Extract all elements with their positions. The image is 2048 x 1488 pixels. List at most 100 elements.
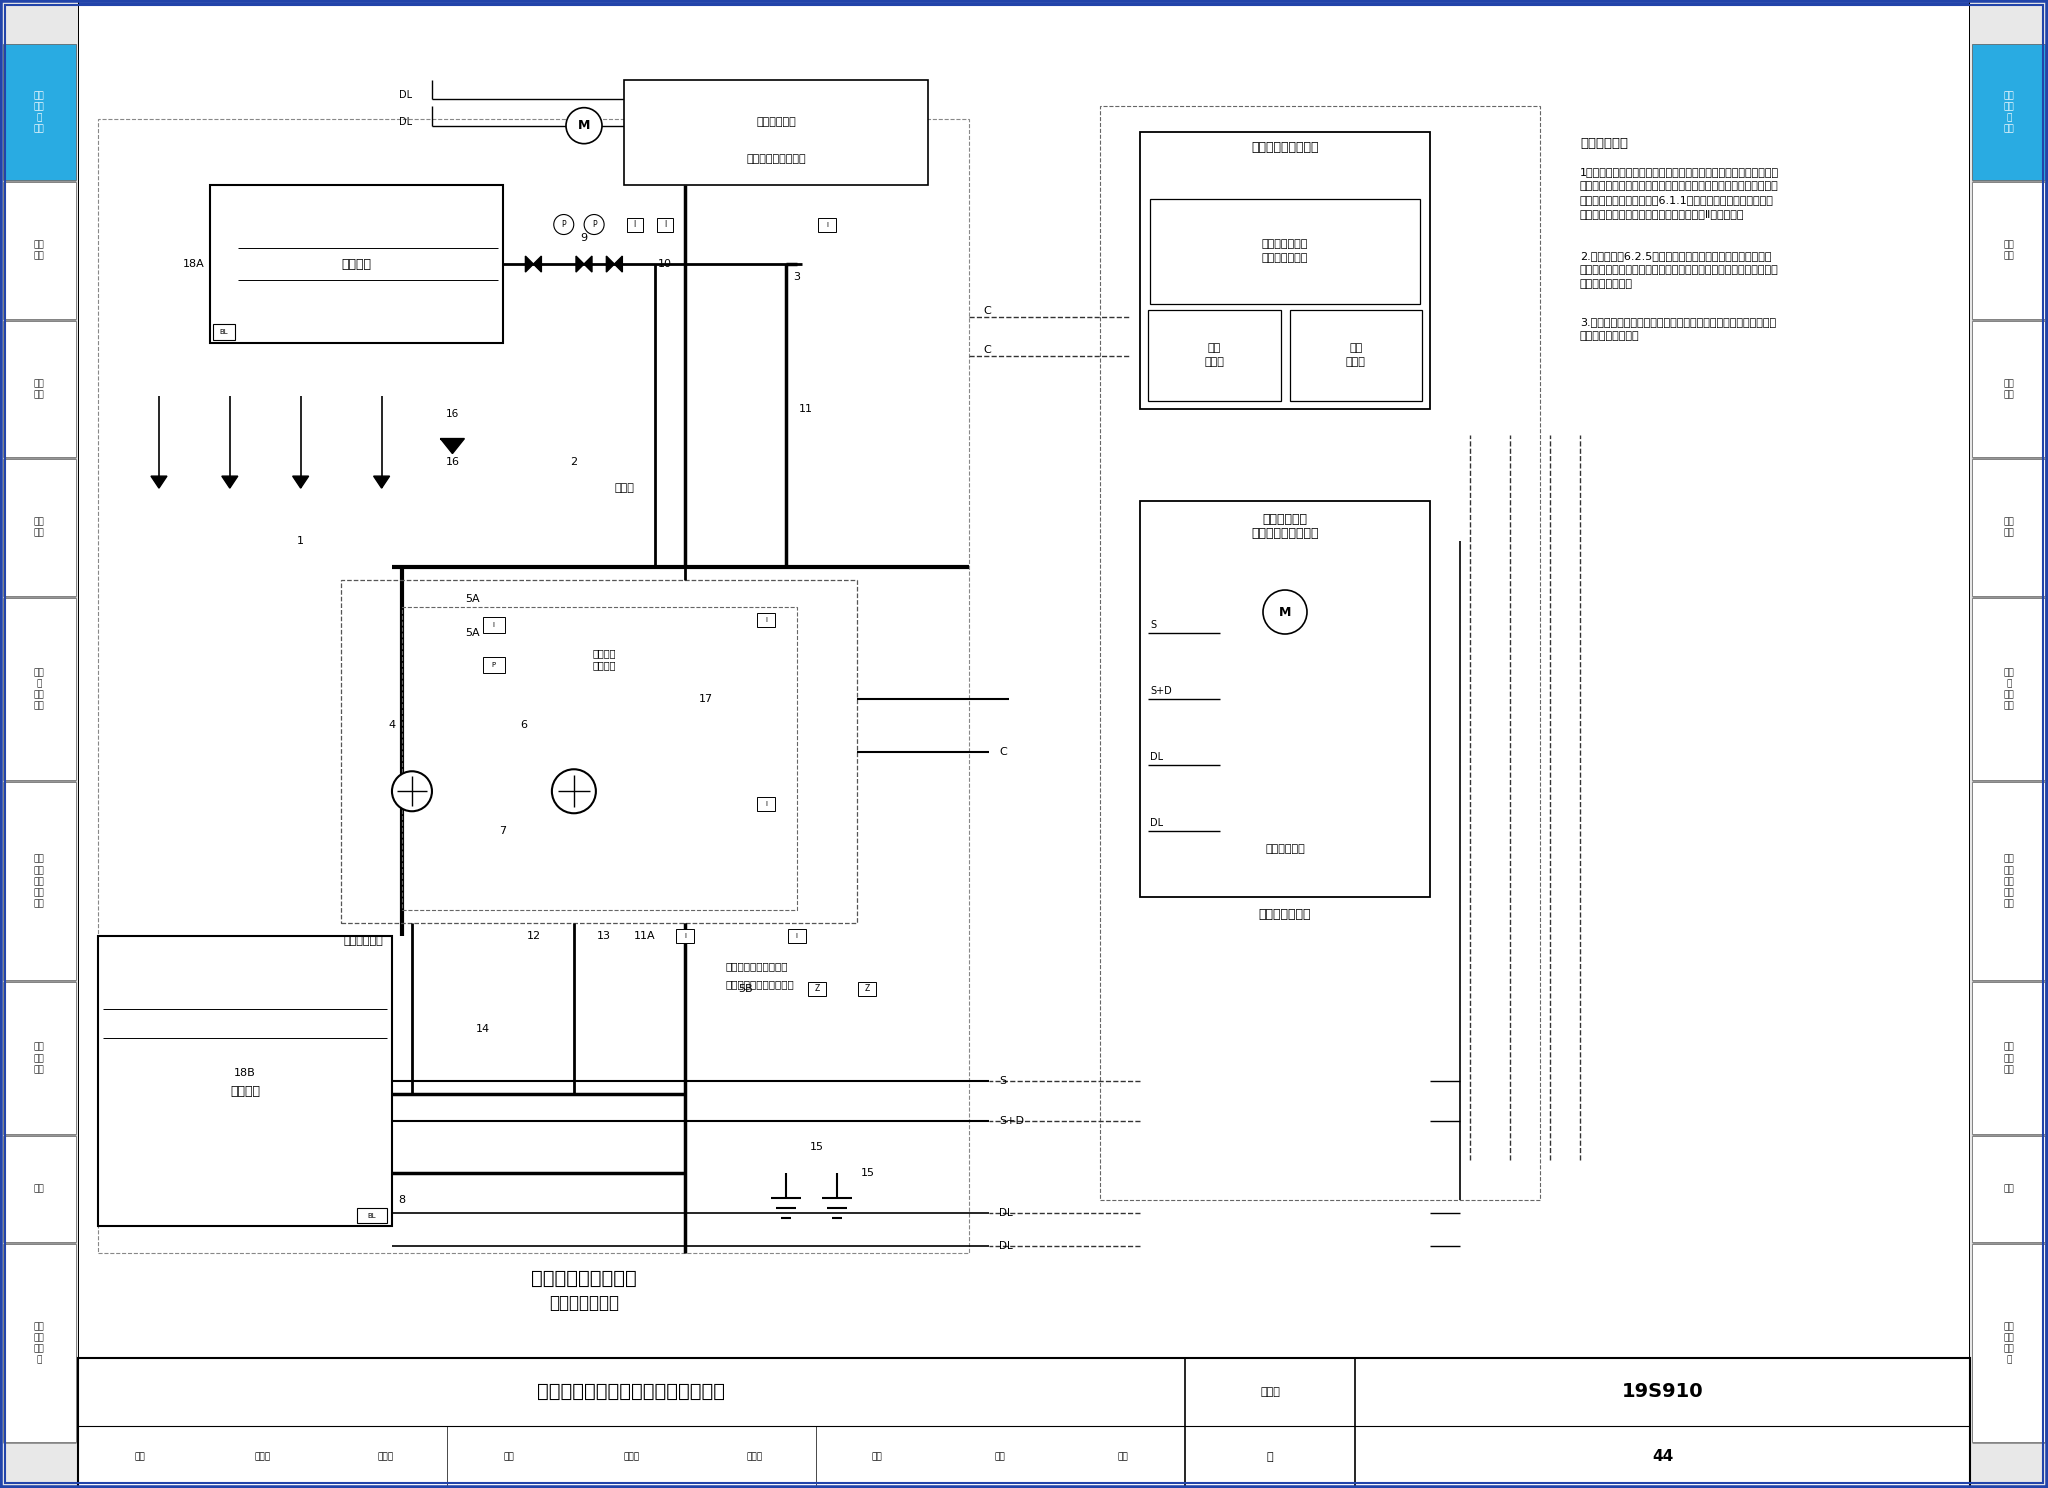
- Text: 【设计提示】: 【设计提示】: [1579, 137, 1628, 150]
- Text: 10: 10: [657, 259, 672, 269]
- Text: 系统
组件: 系统 组件: [2003, 379, 2015, 399]
- Bar: [1972, 1244, 2046, 1442]
- Text: 1．雨淋系统（传动管启动），适用于火灾的水平蔓延速度快、闭式
洒水喷头的开放不能及时使喷水有效覆盖着火区域的场所；设置场所
的净空高度超过《喷规》第6.1.1条: 1．雨淋系统（传动管启动），适用于火灾的水平蔓延速度快、闭式 洒水喷头的开放不能…: [1579, 167, 1780, 219]
- Text: 系统
类型
及
控制: 系统 类型 及 控制: [33, 91, 45, 134]
- Text: 消防水箱: 消防水箱: [342, 257, 371, 271]
- Bar: [1972, 321, 2046, 457]
- Bar: [1972, 183, 2046, 318]
- Text: 9: 9: [580, 232, 588, 243]
- Text: 仙上东: 仙上东: [745, 1452, 762, 1461]
- Text: 校对: 校对: [504, 1452, 514, 1461]
- Text: 喷头
布置: 喷头 布置: [2003, 518, 2015, 537]
- Text: 雨淋报警阀组: 雨淋报警阀组: [344, 936, 383, 946]
- Text: 雨淋系统组件示意图（传动管启动）: 雨淋系统组件示意图（传动管启动）: [537, 1382, 725, 1402]
- Text: BL: BL: [367, 1213, 377, 1219]
- Bar: [657, 217, 674, 232]
- Circle shape: [565, 107, 602, 144]
- Text: 消防泵房内设置: 消防泵房内设置: [1260, 908, 1311, 921]
- Text: 相关
技术
资料
页: 相关 技术 资料 页: [2003, 1321, 2015, 1364]
- Bar: [1290, 310, 1421, 402]
- Text: 17: 17: [698, 693, 713, 704]
- Text: 马旭升: 马旭升: [254, 1452, 270, 1461]
- Text: 机械应急启动: 机械应急启动: [1266, 844, 1305, 854]
- Text: DL: DL: [1151, 818, 1163, 827]
- Polygon shape: [152, 476, 168, 488]
- Text: I: I: [664, 220, 666, 229]
- Circle shape: [584, 214, 604, 235]
- Text: 5A: 5A: [465, 628, 479, 638]
- Polygon shape: [373, 476, 389, 488]
- Text: 传动管: 传动管: [614, 484, 635, 493]
- Text: Z: Z: [815, 985, 819, 994]
- Text: 附录: 附录: [2003, 1184, 2015, 1193]
- Text: 2: 2: [569, 457, 578, 467]
- Text: S+D: S+D: [999, 1116, 1024, 1126]
- Text: （含就地强制启动）: （含就地强制启动）: [1251, 527, 1319, 540]
- Bar: [2, 982, 76, 1134]
- Text: 1: 1: [297, 536, 305, 546]
- Text: M: M: [578, 119, 590, 132]
- Bar: [98, 119, 969, 1253]
- Text: （传动管启动）: （传动管启动）: [549, 1295, 618, 1312]
- Text: S: S: [1151, 620, 1157, 629]
- Text: 3.本图集仅绘制了雨淋临时高压有稳压泵情况的图纸，其他情况参
考本图集湿式系统。: 3.本图集仅绘制了雨淋临时高压有稳压泵情况的图纸，其他情况参 考本图集湿式系统。: [1579, 317, 1776, 341]
- Text: 7: 7: [500, 826, 506, 836]
- Text: S: S: [999, 1076, 1006, 1086]
- Text: 系统
类型
及
控制: 系统 类型 及 控制: [2003, 91, 2015, 134]
- Text: DL: DL: [1151, 751, 1163, 762]
- Text: 供水
系统: 供水 系统: [33, 241, 45, 260]
- Text: DL: DL: [399, 116, 412, 126]
- Bar: [2, 183, 76, 318]
- Bar: [758, 613, 774, 626]
- Text: 管道
及
水力
计算: 管道 及 水力 计算: [2003, 668, 2015, 710]
- Text: 14: 14: [475, 1024, 489, 1034]
- Text: 15: 15: [809, 1143, 823, 1152]
- Text: 13: 13: [598, 931, 610, 942]
- Text: DL: DL: [399, 91, 412, 100]
- Text: 管道
及
水力
计算: 管道 及 水力 计算: [33, 668, 45, 710]
- Text: 2.《喷规》第6.2.5条。雨淋报警阀组的电磁阀，其入口应设
过滤器。并联设置雨淋报警阀组的雨淋系统，其雨淋报警阀控制腔的
入口应设止回阀。: 2.《喷规》第6.2.5条。雨淋报警阀组的电磁阀，其入口应设 过滤器。并联设置雨…: [1579, 251, 1780, 289]
- Text: 页: 页: [1266, 1452, 1274, 1461]
- Text: 带锁闭装置控制阀，常开: 带锁闭装置控制阀，常开: [725, 979, 795, 990]
- Text: 系统
组件: 系统 组件: [33, 379, 45, 399]
- Text: C: C: [983, 345, 991, 356]
- Bar: [2, 460, 76, 595]
- Text: 44: 44: [1653, 1449, 1673, 1464]
- Text: 消防泵控制柜: 消防泵控制柜: [1262, 513, 1307, 525]
- Text: 联动
控制器: 联动 控制器: [1346, 344, 1366, 368]
- Text: I: I: [633, 220, 635, 229]
- Bar: [817, 217, 836, 232]
- Polygon shape: [526, 256, 541, 272]
- Bar: [1972, 460, 2046, 595]
- Text: 稳压泵控制箱: 稳压泵控制箱: [756, 116, 797, 126]
- Text: 16: 16: [446, 409, 459, 420]
- Bar: [0, 0, 78, 1488]
- Bar: [209, 185, 504, 344]
- Bar: [1141, 132, 1430, 409]
- Bar: [342, 580, 858, 923]
- Bar: [1972, 783, 2046, 981]
- Bar: [2, 1137, 76, 1242]
- Bar: [483, 656, 504, 673]
- Text: C: C: [983, 305, 991, 315]
- Text: 11A: 11A: [635, 931, 655, 942]
- Text: 平时常开
试验关阀: 平时常开 试验关阀: [592, 649, 616, 671]
- Bar: [1972, 45, 2046, 180]
- Polygon shape: [575, 256, 592, 272]
- Bar: [2, 598, 76, 781]
- Text: 附录: 附录: [33, 1184, 45, 1193]
- Text: 6: 6: [520, 720, 526, 731]
- Bar: [98, 936, 391, 1226]
- Text: 消防控制室内（盘）: 消防控制室内（盘）: [1251, 141, 1319, 153]
- Bar: [807, 982, 825, 995]
- Polygon shape: [293, 476, 309, 488]
- Bar: [2, 1244, 76, 1442]
- Bar: [788, 929, 805, 943]
- Bar: [1151, 199, 1419, 304]
- Bar: [1141, 501, 1430, 897]
- Text: 喷头
布置: 喷头 布置: [33, 518, 45, 537]
- Bar: [2, 45, 76, 180]
- Text: 手动启动雨淋报警阀组: 手动启动雨淋报警阀组: [725, 961, 788, 970]
- Text: P: P: [561, 220, 565, 229]
- Polygon shape: [606, 256, 623, 272]
